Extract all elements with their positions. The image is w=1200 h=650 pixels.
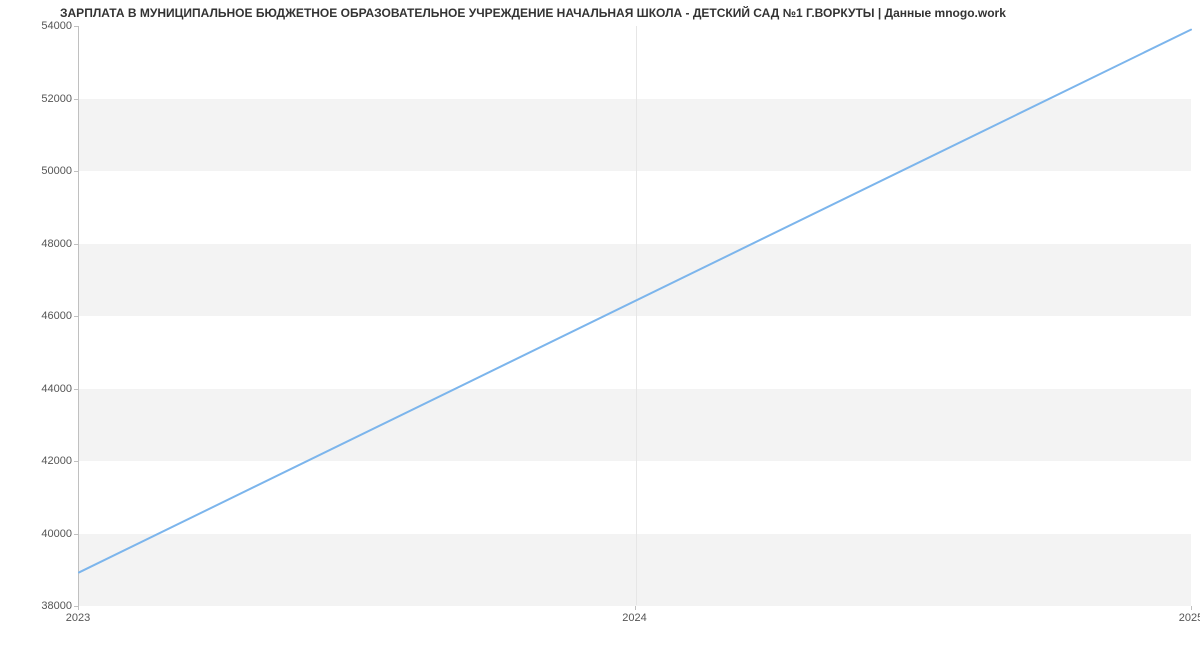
y-tick-mark xyxy=(74,244,78,245)
y-tick-mark xyxy=(74,99,78,100)
y-tick-label: 40000 xyxy=(41,528,72,540)
plot-area xyxy=(78,26,1191,606)
x-tick-mark xyxy=(1191,606,1192,610)
salary-line-chart: ЗАРПЛАТА В МУНИЦИПАЛЬНОЕ БЮДЖЕТНОЕ ОБРАЗ… xyxy=(0,0,1200,650)
y-tick-label: 48000 xyxy=(41,238,72,250)
y-tick-label: 54000 xyxy=(41,20,72,32)
y-tick-label: 50000 xyxy=(41,165,72,177)
y-tick-label: 44000 xyxy=(41,383,72,395)
y-tick-mark xyxy=(74,534,78,535)
y-tick-mark xyxy=(74,171,78,172)
x-tick-label: 2023 xyxy=(66,612,90,624)
y-tick-mark xyxy=(74,389,78,390)
x-tick-label: 2025 xyxy=(1179,612,1200,624)
chart-title: ЗАРПЛАТА В МУНИЦИПАЛЬНОЕ БЮДЖЕТНОЕ ОБРАЗ… xyxy=(60,6,1006,20)
y-tick-label: 46000 xyxy=(41,310,72,322)
x-tick-mark xyxy=(78,606,79,610)
y-tick-mark xyxy=(74,316,78,317)
y-tick-mark xyxy=(74,26,78,27)
y-tick-label: 52000 xyxy=(41,93,72,105)
x-tick-label: 2024 xyxy=(622,612,646,624)
y-tick-label: 42000 xyxy=(41,455,72,467)
y-tick-mark xyxy=(74,461,78,462)
y-tick-label: 38000 xyxy=(41,600,72,612)
line-series xyxy=(79,26,1191,605)
x-tick-mark xyxy=(635,606,636,610)
